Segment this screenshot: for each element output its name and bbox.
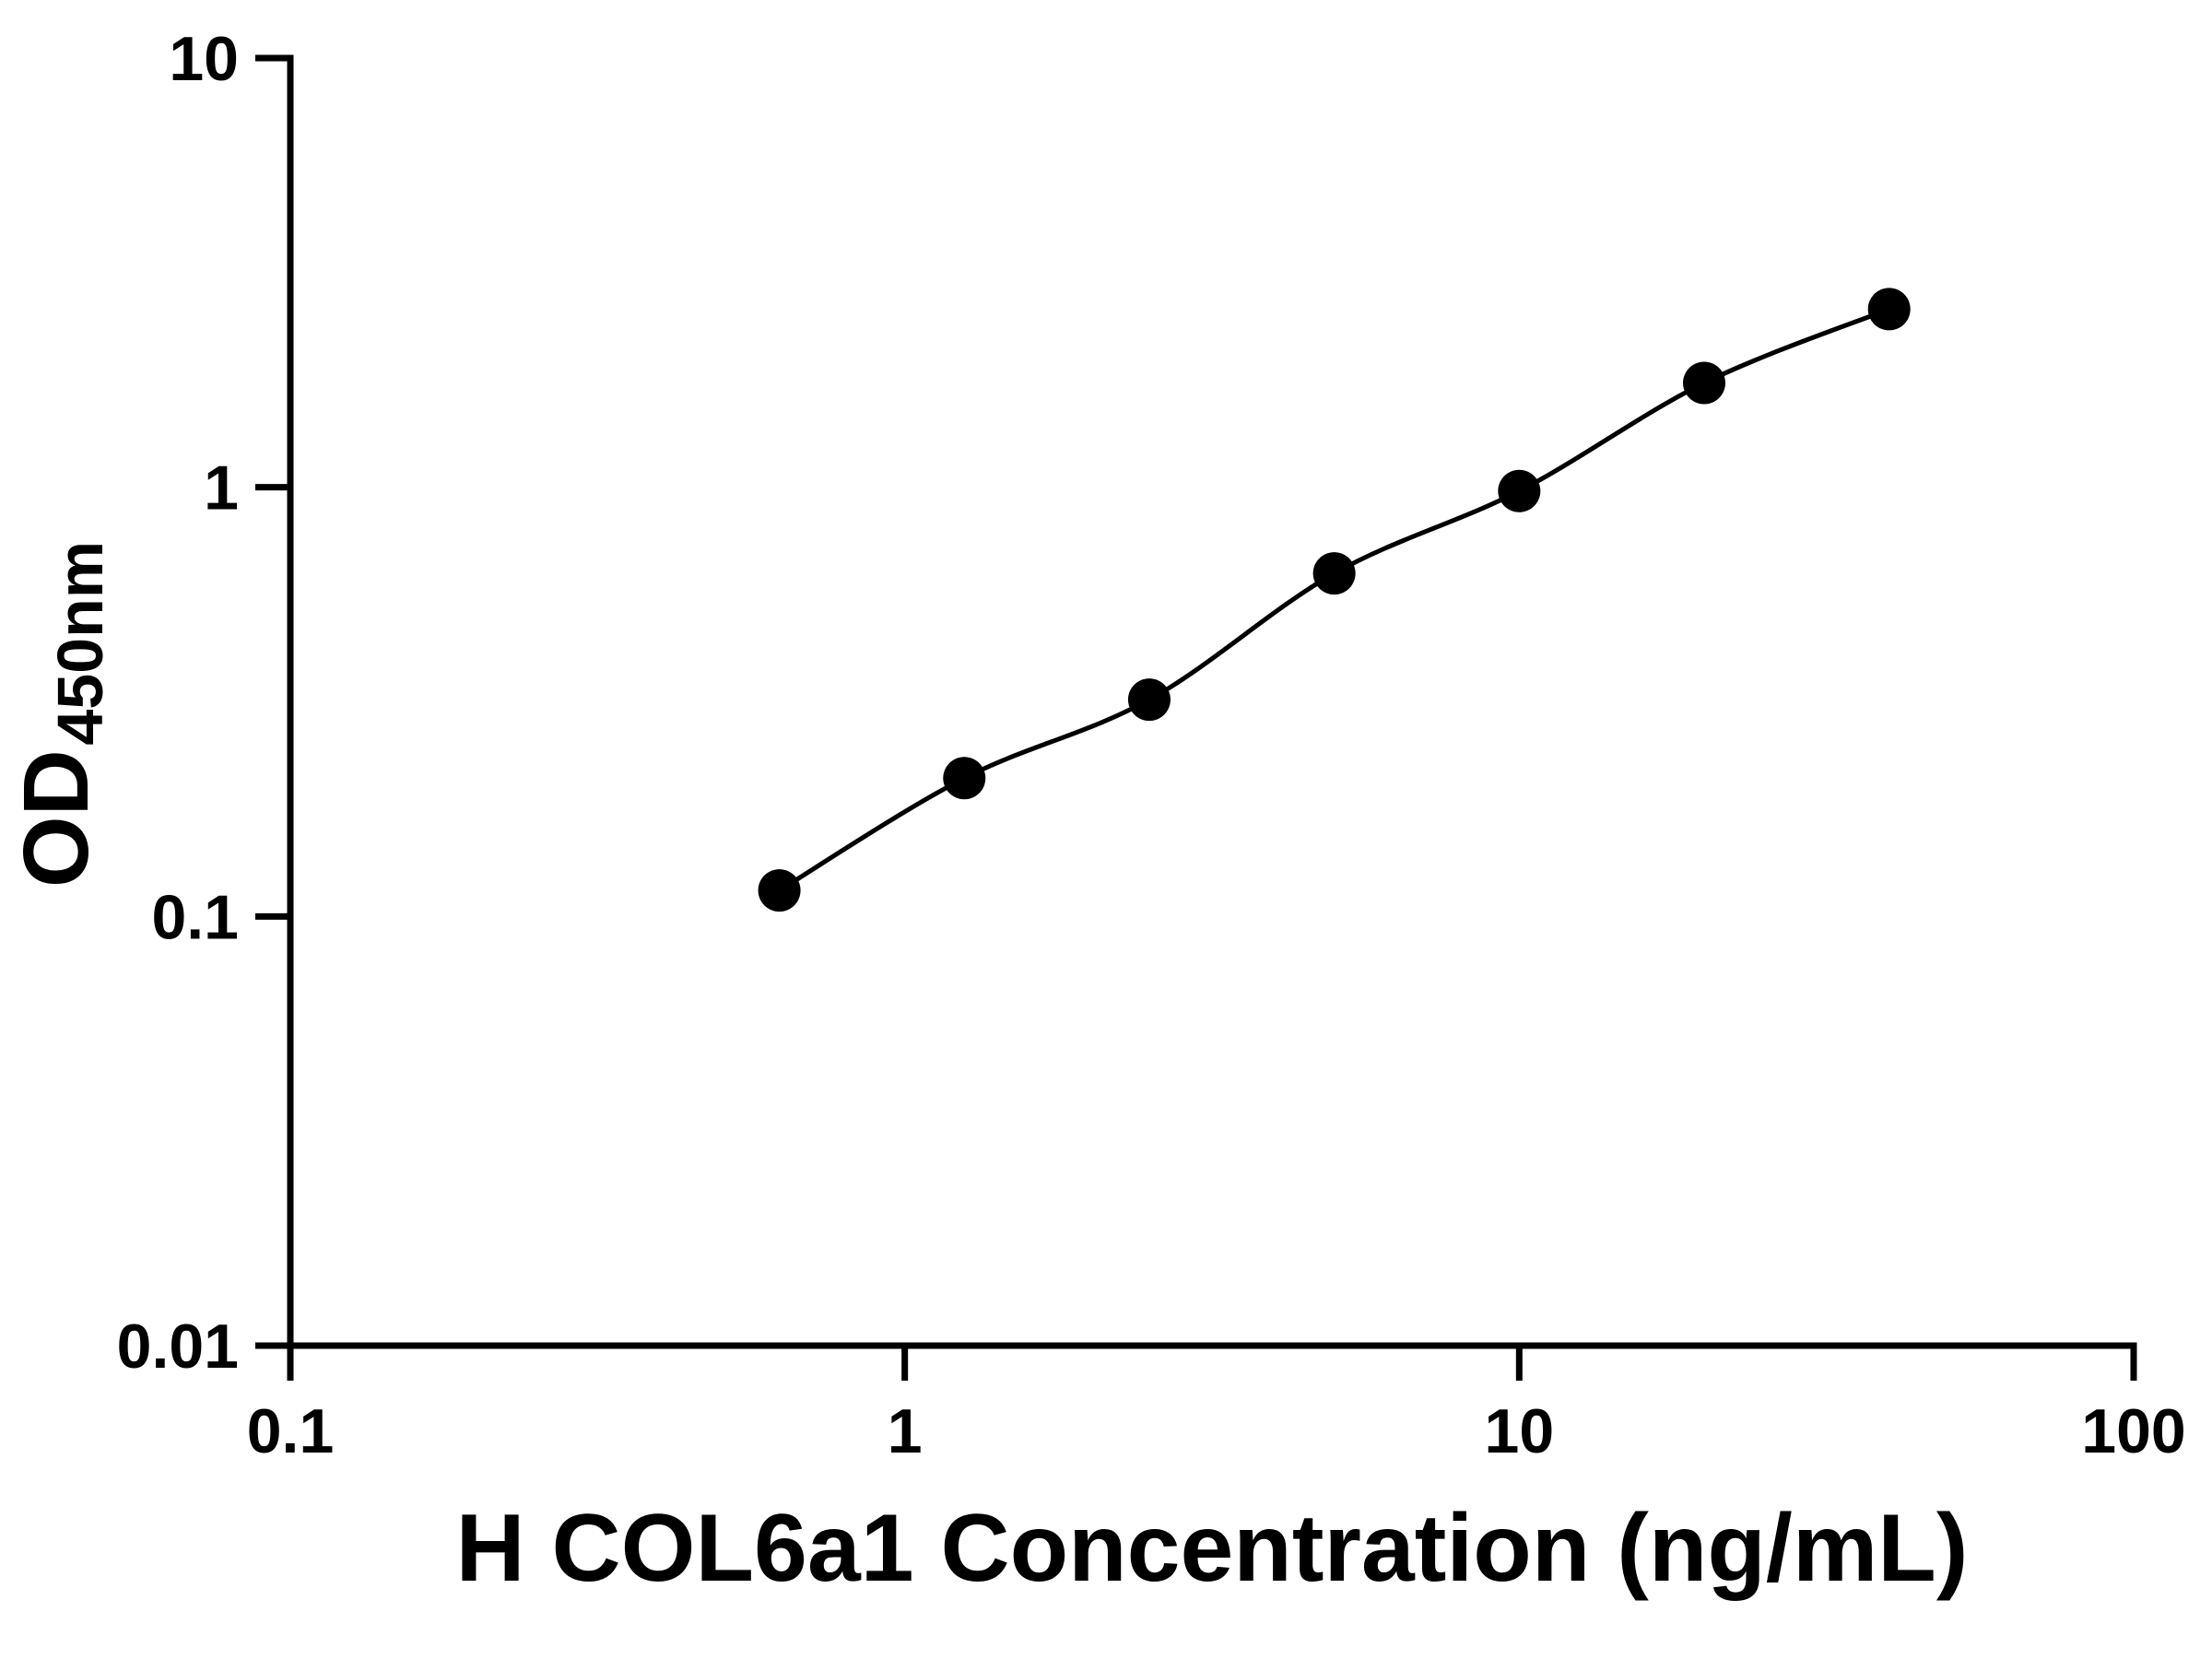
y-tick-label: 0.01 (117, 1312, 239, 1382)
x-axis-title: H COL6a1 Concentration (ng/mL) (456, 1495, 1969, 1602)
y-tick-label: 0.1 (151, 882, 239, 952)
x-tick-label: 100 (2081, 1396, 2185, 1466)
data-point (758, 869, 801, 912)
data-series-layer (758, 288, 1911, 912)
y-axis-title-subscript: 450nm (44, 541, 116, 746)
y-axis-title-main: OD (5, 749, 108, 888)
data-point (943, 757, 986, 800)
y-axis-title: OD 450nm (5, 541, 116, 888)
y-tick-label: 10 (169, 24, 239, 94)
data-point (1127, 678, 1171, 722)
x-tick-label: 0.1 (247, 1396, 335, 1466)
axis-spines (287, 54, 2137, 1349)
data-point (1498, 469, 1541, 512)
x-tick-label: 1 (888, 1396, 923, 1466)
curve-line (778, 307, 1890, 893)
data-point (1867, 288, 1911, 331)
y-tick-label: 1 (204, 453, 239, 524)
data-point (1312, 552, 1356, 595)
x-tick-label: 10 (1485, 1396, 1555, 1466)
data-point (1683, 361, 1726, 405)
